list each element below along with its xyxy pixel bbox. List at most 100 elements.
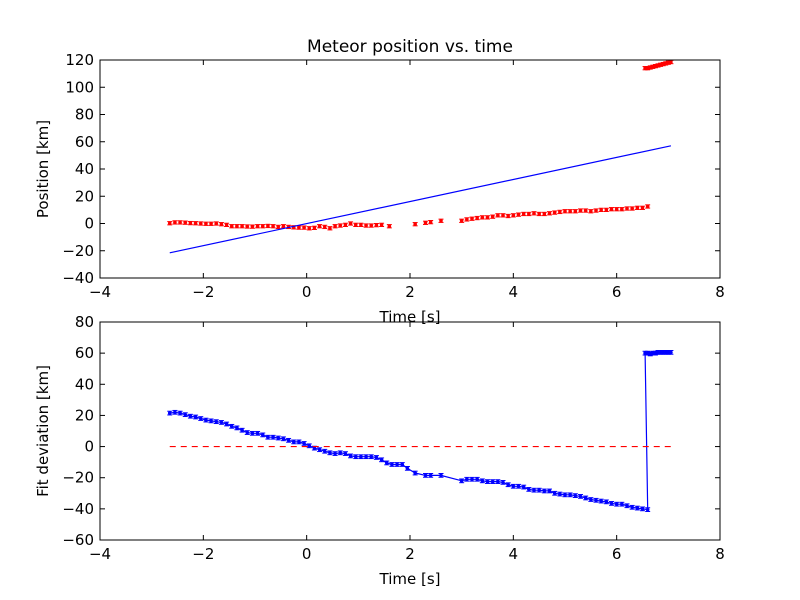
data-point <box>183 220 188 225</box>
data-point <box>219 420 224 425</box>
data-point <box>281 436 286 441</box>
data-point <box>614 502 619 506</box>
data-point <box>405 466 410 471</box>
data-point <box>578 208 583 213</box>
data-point <box>620 502 624 506</box>
position-chart-xtick-label: −4 <box>89 283 111 301</box>
deviation-chart-ytick-label: 0 <box>84 438 94 456</box>
data-point <box>516 212 521 217</box>
data-point <box>594 498 598 503</box>
data-point <box>193 221 198 226</box>
deviation-chart-xtick-label: −2 <box>192 545 214 563</box>
deviation-chart-xtick-label: −4 <box>89 545 111 563</box>
data-point <box>364 454 368 459</box>
data-point <box>423 473 428 478</box>
position-chart-xtick-label: 6 <box>612 283 622 301</box>
data-point <box>209 419 213 423</box>
data-point <box>338 451 343 455</box>
data-point <box>224 422 229 426</box>
data-point <box>188 414 193 419</box>
data-point <box>214 419 219 424</box>
data-point <box>348 454 353 458</box>
data-point <box>470 477 474 482</box>
data-point <box>465 217 469 222</box>
data-point <box>439 218 443 223</box>
data-point <box>343 223 348 227</box>
data-point <box>178 411 182 415</box>
data-point <box>240 224 244 229</box>
data-point <box>496 479 500 484</box>
deviation-chart-ytick-label: 40 <box>75 375 94 393</box>
data-point <box>423 221 428 225</box>
data-point <box>635 206 640 210</box>
deviation-chart-ytick-label: 20 <box>75 406 94 424</box>
data-point <box>322 449 327 454</box>
data-point <box>204 221 208 226</box>
data-point <box>271 224 275 229</box>
data-point <box>276 225 281 229</box>
data-point <box>625 206 629 211</box>
data-point <box>496 213 500 218</box>
position-chart-xtick-label: 2 <box>405 283 415 301</box>
data-point <box>369 454 374 459</box>
data-point <box>599 499 603 503</box>
data-point <box>204 418 208 422</box>
data-point <box>604 500 609 504</box>
data-point <box>178 220 182 225</box>
data-point <box>542 489 547 493</box>
data-point <box>645 507 650 512</box>
data-point <box>640 206 645 210</box>
deviation-chart-xticks: −4 −2 0 2 4 6 8 <box>89 322 725 563</box>
data-point <box>609 501 614 506</box>
data-point <box>312 226 317 230</box>
position-chart-xtick-label: 4 <box>509 283 519 301</box>
deviation-chart-xtick-label: 2 <box>405 545 415 563</box>
position-chart-ytick-label: 20 <box>75 187 94 205</box>
data-point <box>490 479 495 484</box>
data-point <box>413 222 417 226</box>
data-point <box>348 221 353 226</box>
data-point <box>229 424 234 429</box>
data-point <box>387 224 392 229</box>
deviation-chart-marks <box>167 349 674 513</box>
deviation-chart-ytick-label: −20 <box>62 469 94 487</box>
deviation-chart: Time [s] Fit deviation [km] −4 −2 0 2 4 6 8 −6… <box>34 313 725 588</box>
data-point <box>193 415 198 419</box>
data-point <box>245 224 250 229</box>
data-point <box>583 496 588 500</box>
data-point <box>428 473 433 478</box>
data-point <box>198 416 203 421</box>
data-point <box>552 210 557 215</box>
position-chart-ytick-label: 0 <box>84 215 94 233</box>
data-point <box>229 224 234 229</box>
position-chart-xticks: −4 −2 0 2 4 6 8 <box>89 60 725 301</box>
data-point <box>506 214 510 218</box>
position-chart-xtick-label: −2 <box>192 283 214 301</box>
data-point <box>173 220 177 225</box>
data-point <box>224 223 229 227</box>
data-point <box>307 443 312 448</box>
data-point <box>317 447 322 452</box>
data-point <box>250 224 255 229</box>
data-point <box>260 433 265 437</box>
data-point <box>527 212 531 216</box>
data-point <box>291 440 296 444</box>
data-point <box>250 431 255 436</box>
data-point <box>645 204 650 209</box>
data-point <box>281 224 286 229</box>
data-point <box>307 226 312 231</box>
deviation-chart-ytick-label: −60 <box>62 531 94 549</box>
data-point <box>475 216 479 220</box>
data-point <box>490 214 495 219</box>
data-point <box>188 221 193 225</box>
data-point <box>214 221 219 226</box>
deviation-chart-ytick-label: 60 <box>75 344 94 362</box>
position-chart: Meteor position vs. time Time [s] Positi… <box>34 37 725 326</box>
data-point <box>266 224 270 228</box>
data-point <box>594 208 598 213</box>
data-point <box>558 492 562 496</box>
data-point <box>271 435 275 440</box>
data-point <box>343 451 348 456</box>
